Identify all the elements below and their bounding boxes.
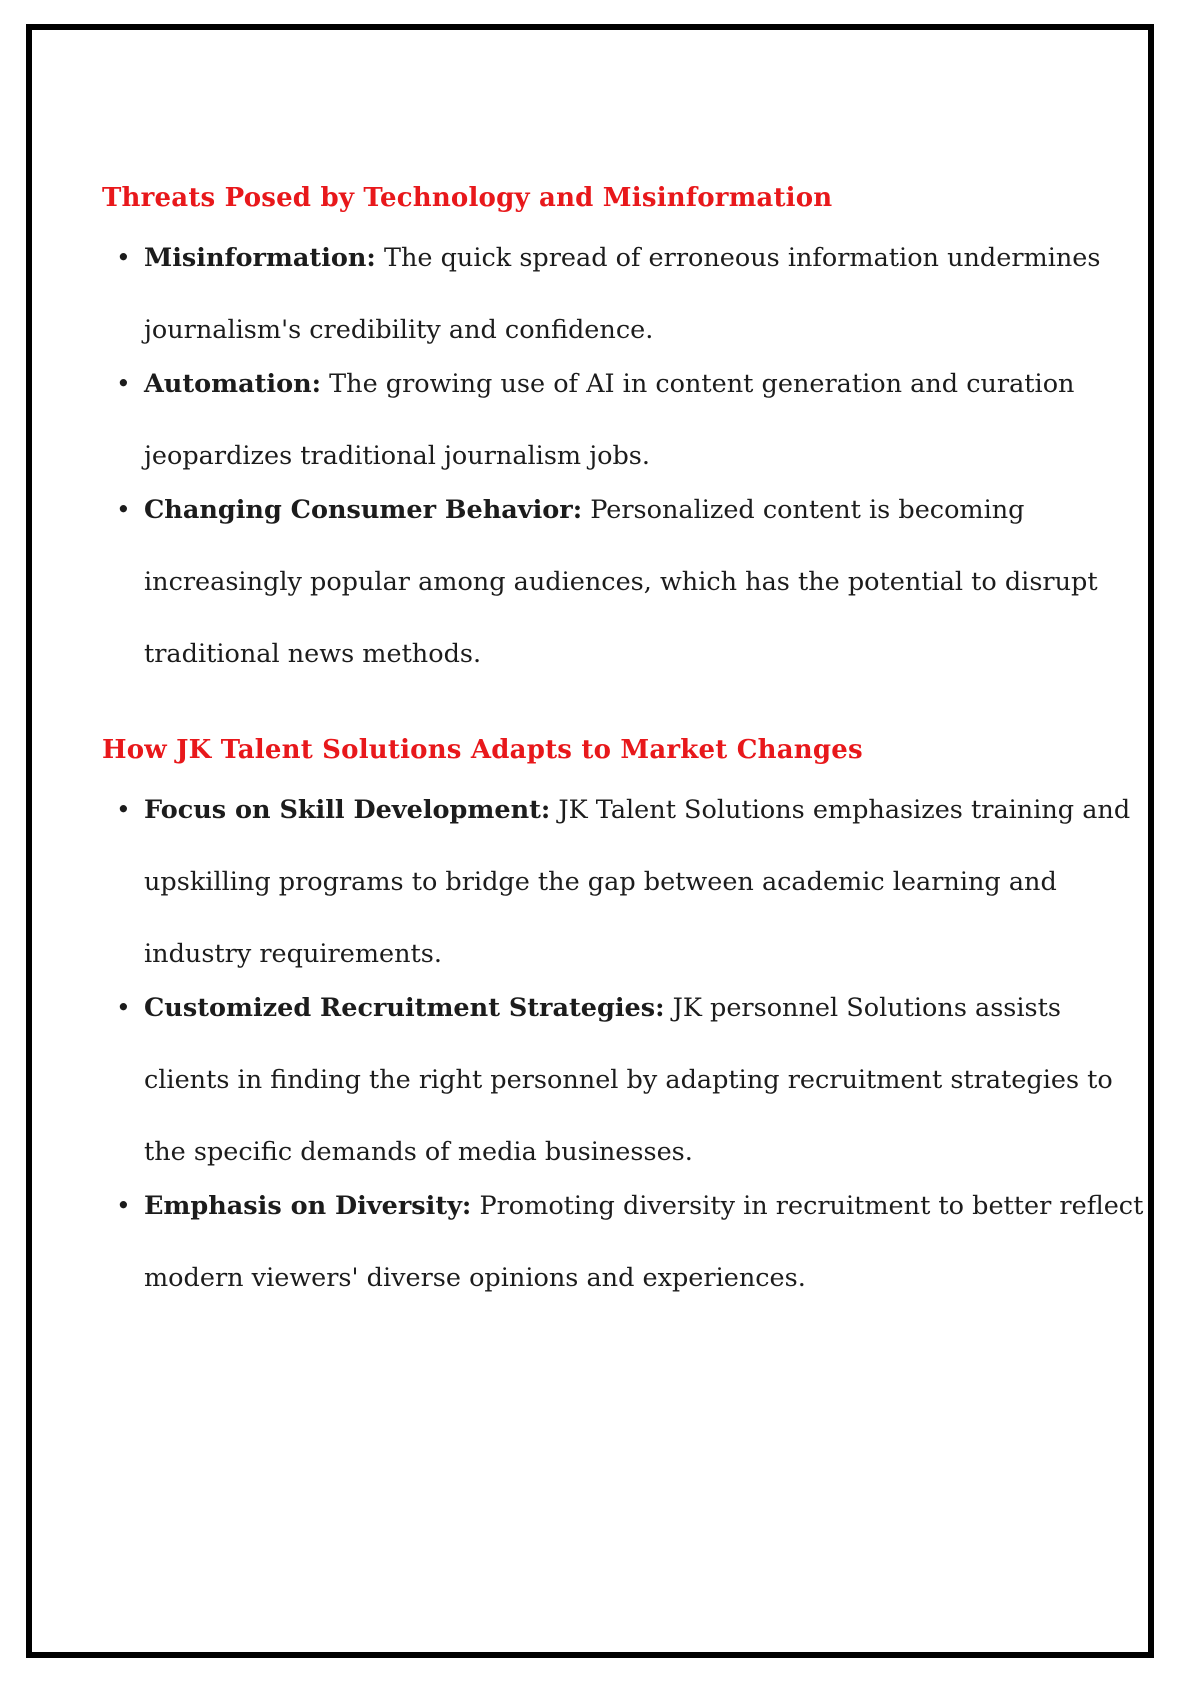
bullet-icon: • [116,1191,131,1220]
bullet-icon: • [116,243,131,272]
item-text: JK personnel Solutions assists clients i… [144,993,1113,1167]
item-text: Promoting diversity in recruitment to be… [144,1191,1144,1293]
section-title-adapts: How JK Talent Solutions Adapts to Market… [102,735,863,765]
section-title-threats: Threats Posed by Technology and Misinfor… [102,183,833,213]
bullet-icon: • [116,369,131,398]
item-term: Automation: [144,369,322,399]
item-term: Customized Recruitment Strategies: [144,993,665,1023]
list-item: • Emphasis on Diversity: Promoting diver… [102,1170,1152,1314]
item-term: Misinformation: [144,243,376,273]
list-item: • Focus on Skill Development: JK Talent … [102,774,1152,990]
page-frame: Threats Posed by Technology and Misinfor… [26,24,1154,1658]
bullet-icon: • [116,993,131,1022]
list-item: • Customized Recruitment Strategies: JK … [102,972,1152,1188]
adapts-list: • Focus on Skill Development: JK Talent … [102,774,1152,1314]
document-content: Threats Posed by Technology and Misinfor… [102,180,1152,1314]
list-item: • Automation: The growing use of AI in c… [102,348,1152,492]
bullet-icon: • [116,795,131,824]
item-text: Personalized content is becoming increas… [144,495,1098,669]
list-item: • Changing Consumer Behavior: Personaliz… [102,474,1152,690]
item-text: The quick spread of erroneous informatio… [144,243,1101,345]
item-term: Changing Consumer Behavior: [144,495,583,525]
item-text: JK Talent Solutions emphasizes training … [144,795,1131,969]
threats-list: • Misinformation: The quick spread of er… [102,222,1152,690]
item-term: Focus on Skill Development: [144,795,551,825]
item-text: The growing use of AI in content generat… [144,369,1075,471]
list-item: • Misinformation: The quick spread of er… [102,222,1152,366]
item-term: Emphasis on Diversity: [144,1191,472,1221]
bullet-icon: • [116,495,131,524]
